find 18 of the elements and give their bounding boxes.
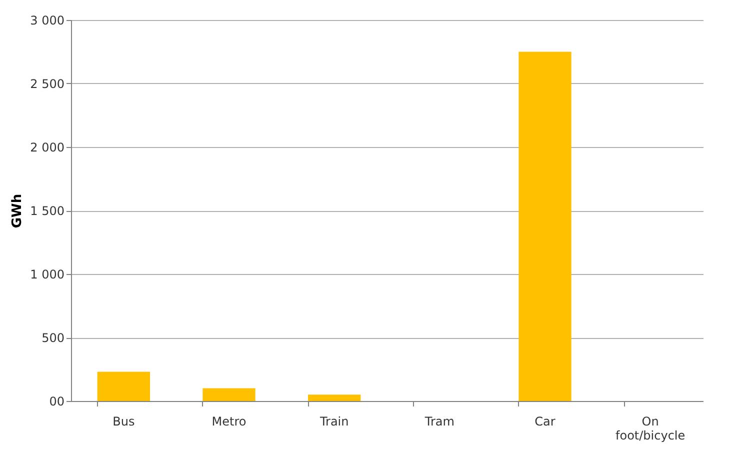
y-tick-label: 2 000 <box>30 140 64 154</box>
x-tick-label: On foot/bicycle <box>616 414 686 442</box>
x-tick-label: Metro <box>212 414 246 428</box>
y-tick-label: 2 500 <box>30 77 64 91</box>
y-tick-label: 1 500 <box>30 204 64 218</box>
bar <box>97 372 150 401</box>
y-tick-label: 00 <box>49 394 64 408</box>
y-axis-title: GWh <box>10 194 26 228</box>
x-tick-label: Car <box>534 414 556 428</box>
bar <box>518 52 572 401</box>
y-tick-label: 3 000 <box>30 14 64 28</box>
y-tick-label: 1 000 <box>30 268 64 282</box>
x-tick-label: Train <box>318 414 349 428</box>
y-tick-label: 500 <box>42 331 64 345</box>
x-tick-label: Bus <box>112 414 135 428</box>
bar <box>308 394 361 401</box>
x-tick-label: Tram <box>424 414 454 428</box>
bar <box>202 388 256 401</box>
